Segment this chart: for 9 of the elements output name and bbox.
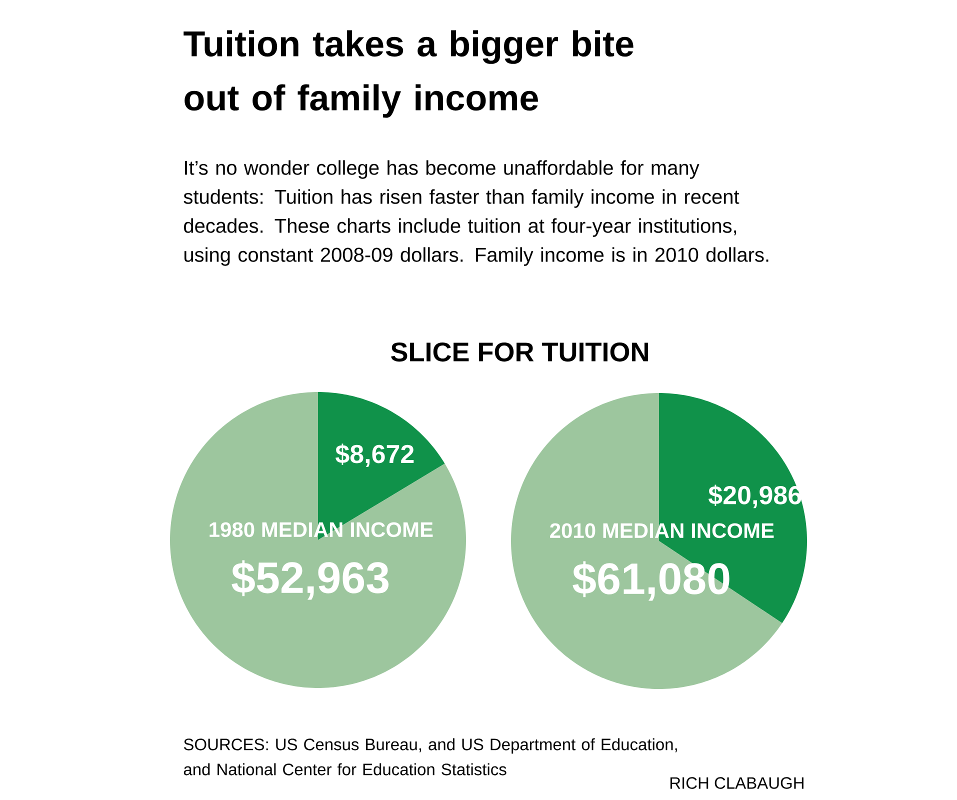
text: $52,963 <box>232 560 389 600</box>
text: RICH CLABAUGH <box>670 777 804 789</box>
data-label: $20,986 <box>708 484 802 508</box>
data-label: $8,672 <box>336 444 414 468</box>
source-note: SOURCES: US Census Bureau, and US Department of Education, and National Center for Education Statistics <box>184 738 677 776</box>
text: SLICE FOR TUITION <box>391 342 648 362</box>
text: $61,080 <box>572 561 730 601</box>
chart-subtitle: It’s no wonder college has become unaffordable for many students: Tuition has risen faster than family income in recent decades. These charts include tuition at four-year institutions, using constant 2008-09 dollars. Family income is in 2010 dollars. <box>184 160 768 266</box>
chart-title: Tuition takes a bigger bite out of family income <box>184 30 634 118</box>
